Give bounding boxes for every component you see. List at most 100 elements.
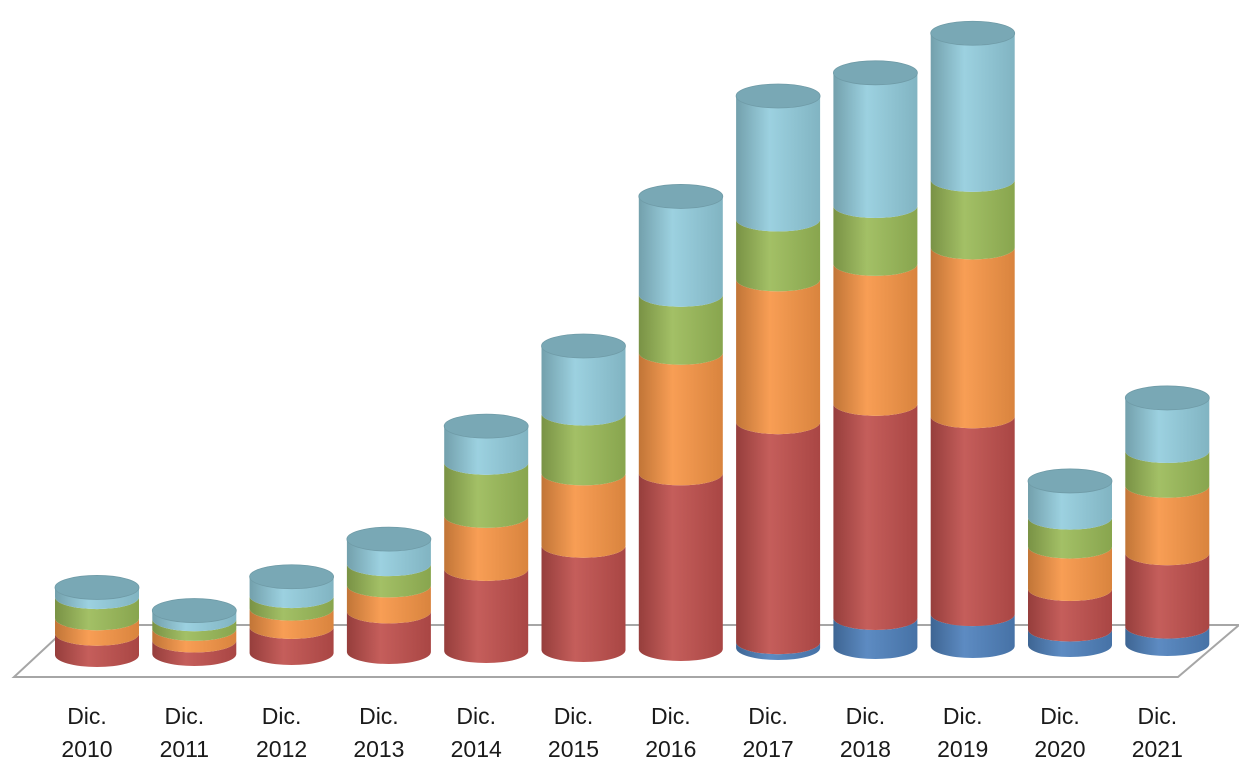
category-label: Dic. 2018 — [840, 703, 891, 762]
bar-segment — [1028, 589, 1112, 642]
bar-top-cap — [54, 575, 140, 600]
bar-top-cap — [1124, 385, 1210, 411]
category-label-line: 2010 — [61, 736, 112, 762]
category-label-line: 2014 — [451, 736, 502, 762]
floor-outline — [11, 624, 1239, 678]
bar-stack — [930, 20, 1016, 658]
bar-segment — [638, 473, 723, 661]
category-label-line: Dic. — [67, 703, 107, 729]
bar-segment — [1028, 629, 1112, 657]
bar-segment — [541, 413, 626, 486]
category-label-line: Dic. — [456, 703, 496, 729]
category-label-line: 2012 — [256, 736, 307, 762]
bar-segment — [55, 618, 139, 646]
bar-segment — [55, 633, 139, 667]
category-label-line: Dic. — [943, 703, 983, 729]
bar-segment — [541, 545, 626, 662]
bar-stack — [54, 575, 140, 667]
bar-segment — [346, 611, 431, 664]
category-label-line: Dic. — [359, 703, 399, 729]
category-label: Dic. 2016 — [645, 703, 696, 762]
category-label: Dic. 2020 — [1034, 703, 1085, 762]
bar-segment — [444, 462, 529, 528]
bar-segment — [249, 608, 334, 639]
category-label-line: 2016 — [645, 736, 696, 762]
bar-top-cap — [151, 598, 237, 623]
bar-segment — [638, 196, 723, 307]
category-label: Dic. 2017 — [743, 703, 794, 762]
bar-segment — [833, 205, 918, 276]
category-label: Dic. 2014 — [451, 703, 502, 762]
category-label-line: Dic. — [748, 703, 788, 729]
bar-segment — [249, 596, 334, 621]
category-label-line: 2015 — [548, 736, 599, 762]
bar-segment — [249, 576, 334, 609]
bar-top-cap — [1027, 468, 1113, 494]
bar-segment — [1028, 546, 1112, 602]
bar-segment — [249, 626, 334, 665]
chart-floor — [11, 624, 1239, 678]
bar-segment — [1125, 485, 1210, 566]
category-label-line: Dic. — [651, 703, 691, 729]
bar-segment — [346, 564, 431, 598]
bar-segment — [1028, 480, 1112, 530]
bar-stack — [541, 333, 626, 662]
bar-segment — [541, 346, 626, 426]
bar-segment — [736, 279, 821, 435]
bar-segment — [444, 515, 529, 581]
bar-stack — [638, 184, 724, 661]
bar-segment — [1125, 397, 1210, 464]
category-label-line: 2019 — [937, 736, 988, 762]
bar-segment — [833, 403, 918, 631]
category-label-line: 2018 — [840, 736, 891, 762]
bar-segment — [55, 587, 139, 610]
bar-segment — [736, 96, 821, 232]
bar-segment — [833, 72, 918, 218]
category-label-line: 2021 — [1132, 736, 1183, 762]
bar-segment — [833, 263, 918, 416]
bar-segment — [930, 416, 1015, 627]
bar-stack — [833, 60, 918, 659]
bar-segment — [833, 618, 918, 659]
bar-segment — [152, 610, 237, 632]
bar-top-cap — [443, 413, 529, 439]
bar-stack — [249, 564, 335, 665]
category-label-line: Dic. — [164, 703, 204, 729]
bar-stack — [1124, 385, 1210, 656]
bar-top-cap — [833, 60, 918, 86]
category-label-line: Dic. — [554, 703, 594, 729]
bar-segment — [930, 33, 1015, 192]
bar-segment — [1125, 626, 1210, 656]
category-label: Dic. 2011 — [160, 703, 209, 762]
bar-segment — [930, 614, 1015, 658]
bar-stack — [346, 526, 432, 664]
bar-segment — [1125, 451, 1210, 498]
bar-stack — [735, 83, 821, 660]
bar-segment — [736, 219, 821, 292]
category-label: Dic. 2019 — [937, 703, 988, 762]
bar-segment — [346, 539, 431, 577]
bar-segment — [152, 640, 237, 666]
bar-segment — [1028, 517, 1112, 559]
category-label-line: Dic. — [262, 703, 302, 729]
bar-top-cap — [930, 20, 1016, 46]
category-label: Dic. 2010 — [61, 703, 112, 762]
category-label: Dic. 2012 — [256, 703, 307, 762]
bar-segment — [930, 179, 1015, 260]
category-label-line: 2013 — [353, 736, 404, 762]
category-labels: Dic. 2010 Dic. 2011 Dic. 2012 Dic. 2013 Dic. 2014… — [61, 703, 1182, 762]
bar-segment — [638, 294, 723, 365]
bar-segment — [444, 568, 529, 663]
bar-segment — [638, 352, 723, 486]
bar-stack — [1027, 468, 1113, 657]
bar-top-cap — [249, 564, 335, 590]
bars — [54, 20, 1210, 667]
category-label-line: Dic. — [1137, 703, 1177, 729]
category-label: Dic. 2015 — [548, 703, 599, 762]
bar-segment — [55, 597, 139, 631]
bar-segment — [1125, 553, 1210, 639]
category-label-line: 2020 — [1034, 736, 1085, 762]
bar-top-cap — [735, 83, 821, 109]
